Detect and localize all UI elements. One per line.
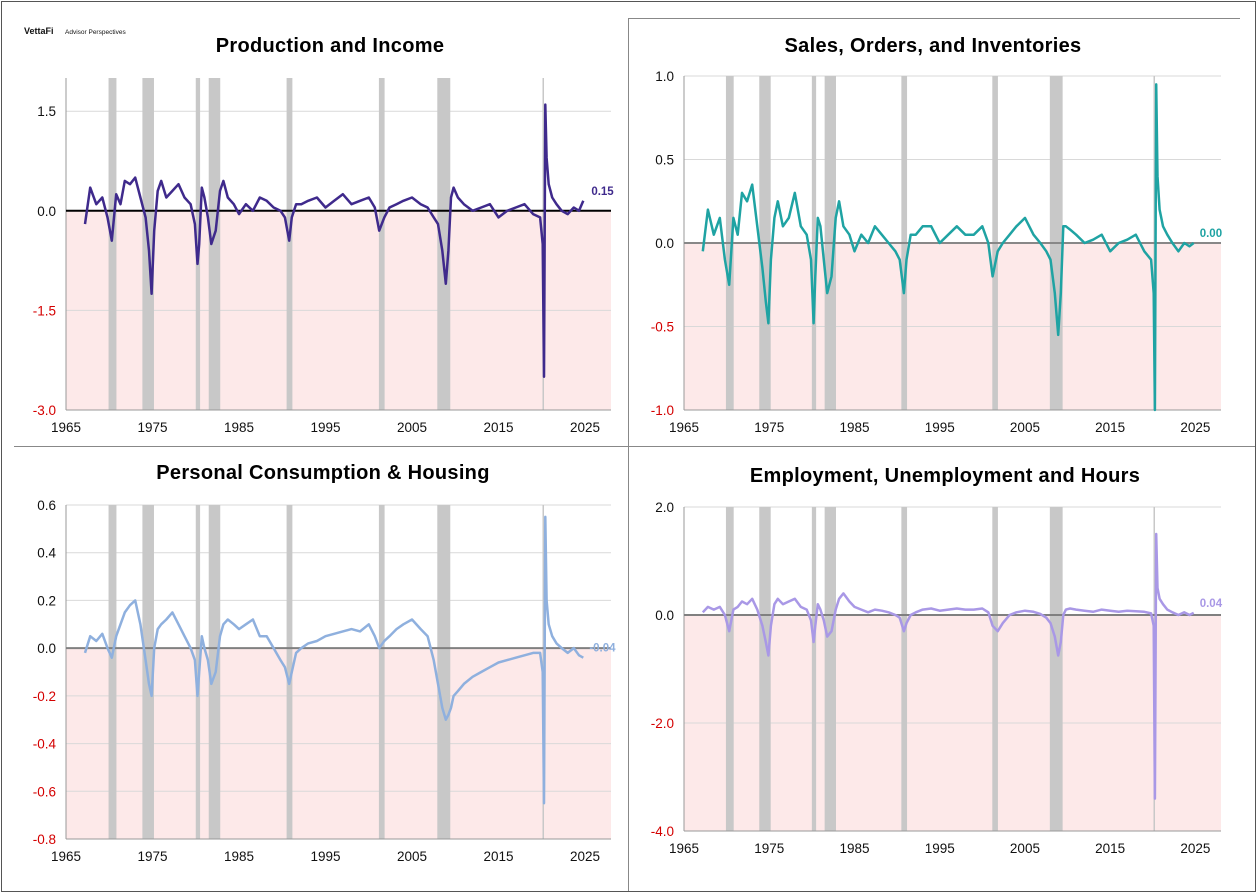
y-tick-label: 0.6 [37, 498, 56, 513]
recession-bar [378, 78, 385, 410]
x-tick-label: 1985 [839, 420, 869, 435]
chart-area: 0.6 0.4 0.2 0.0 -0.2 -0.4 -0.6 -0.8 1965 1975 1985… [33, 498, 616, 864]
panel-sales-orders-inventories: Sales, Orders, and Inventories 1.0 0.5 0.0… [651, 35, 1222, 435]
y-tick-label: 0.5 [655, 153, 674, 168]
panel-employment-unemployment-hours: Employment, Unemployment and Hours 2.0 0.… [651, 465, 1223, 856]
brand-logo: VettaFi Advisor Perspectives [24, 26, 126, 36]
y-tick-label: -0.2 [33, 689, 56, 704]
recession-bar [195, 505, 201, 839]
x-tick-label: 1965 [51, 420, 81, 435]
x-tick-label: 1985 [224, 420, 254, 435]
recession-bar [1049, 507, 1063, 831]
series-line [701, 83, 1195, 412]
x-tick-label: 2005 [1010, 420, 1040, 435]
y-tick-label: -1.0 [651, 403, 674, 418]
chart-area: 1.5 0.0 -1.5 -3.0 1965 1975 1985 1995 2005 2015 20… [33, 78, 614, 435]
x-tick-label: 2025 [570, 849, 600, 864]
panel-title: Personal Consumption & Housing [156, 462, 489, 484]
x-tick-label: 1975 [754, 420, 784, 435]
x-tick-label: 1975 [137, 420, 167, 435]
recession-bar [725, 507, 734, 831]
x-tick-label: 2015 [1095, 420, 1125, 435]
x-tick-label: 1965 [51, 849, 81, 864]
x-tick-label: 2015 [1095, 841, 1125, 856]
x-tick-label: 1995 [311, 420, 341, 435]
chart-area: 1.0 0.5 0.0 -0.5 -1.0 1965 1975 1985 1995 2005 201… [651, 69, 1222, 435]
recession-bar [108, 78, 117, 410]
y-tick-label: -0.4 [33, 737, 57, 752]
y-tick-label: -0.8 [33, 832, 56, 847]
series-line [701, 532, 1195, 800]
recession-bar [759, 507, 771, 831]
x-tick-label: 1985 [224, 849, 254, 864]
recession-bar [901, 507, 908, 831]
end-value-label: 0.00 [1200, 228, 1222, 240]
end-value-label: 0.04 [1200, 598, 1223, 610]
x-tick-label: 1965 [669, 841, 699, 856]
y-tick-label: -4.0 [651, 824, 674, 839]
recession-bar [208, 78, 221, 410]
x-tick-label: 1995 [311, 849, 341, 864]
recession-bar [108, 505, 117, 839]
recession-bar [195, 78, 201, 410]
recession-bar [286, 505, 293, 839]
x-tick-label: 1995 [925, 420, 955, 435]
recession-bar [824, 507, 836, 831]
y-tick-label: -3.0 [33, 403, 56, 418]
y-tick-label: 0.0 [37, 641, 56, 656]
y-tick-label: 1.0 [655, 69, 674, 84]
recession-bar [286, 78, 293, 410]
recession-bar [992, 507, 998, 831]
panel-title: Employment, Unemployment and Hours [750, 465, 1140, 487]
y-tick-label: 0.2 [37, 593, 56, 608]
recession-bar [811, 507, 817, 831]
y-tick-label: -2.0 [651, 716, 674, 731]
chart-area: 2.0 0.0 -2.0 -4.0 1965 1975 1985 1995 2005 2015 20… [651, 500, 1223, 856]
x-tick-label: 2005 [397, 420, 427, 435]
y-tick-label: -0.6 [33, 784, 56, 799]
recession-bar [437, 78, 451, 410]
y-tick-label: -0.5 [651, 320, 674, 335]
y-tick-label: 0.4 [37, 546, 56, 561]
x-tick-label: 2015 [484, 849, 514, 864]
panel-title: Sales, Orders, and Inventories [785, 35, 1082, 57]
y-tick-label: 2.0 [655, 500, 674, 515]
x-tick-label: 1995 [925, 841, 955, 856]
x-tick-label: 2005 [397, 849, 427, 864]
end-value-label: -0.04 [589, 643, 616, 655]
y-tick-label: 0.0 [655, 236, 674, 251]
x-tick-label: 1975 [754, 841, 784, 856]
panel-personal-consumption-housing: Personal Consumption & Housing 0.6 0.4 0.2… [33, 462, 616, 864]
brand-name: VettaFi [24, 26, 54, 36]
x-tick-label: 1985 [839, 841, 869, 856]
x-tick-label: 2015 [484, 420, 514, 435]
x-tick-label: 2025 [570, 420, 600, 435]
end-value-label: 0.15 [591, 186, 614, 198]
brand-subtitle: Advisor Perspectives [65, 29, 126, 36]
panel-title: Production and Income [216, 35, 445, 57]
y-tick-label: 0.0 [655, 608, 674, 623]
series-line [83, 103, 585, 379]
x-tick-label: 2005 [1010, 841, 1040, 856]
x-tick-label: 1975 [137, 849, 167, 864]
panel-production-income: Production and Income 1.5 0.0 -1.5 -3.0 1965… [33, 35, 615, 435]
series-line [83, 515, 584, 805]
recession-bar [437, 505, 451, 839]
x-tick-label: 2025 [1180, 841, 1210, 856]
y-tick-label: 0.0 [37, 204, 56, 219]
y-tick-label: 1.5 [37, 104, 56, 119]
x-tick-label: 2025 [1180, 420, 1210, 435]
y-tick-label: -1.5 [33, 303, 56, 318]
x-tick-label: 1965 [669, 420, 699, 435]
recession-bar [378, 505, 385, 839]
